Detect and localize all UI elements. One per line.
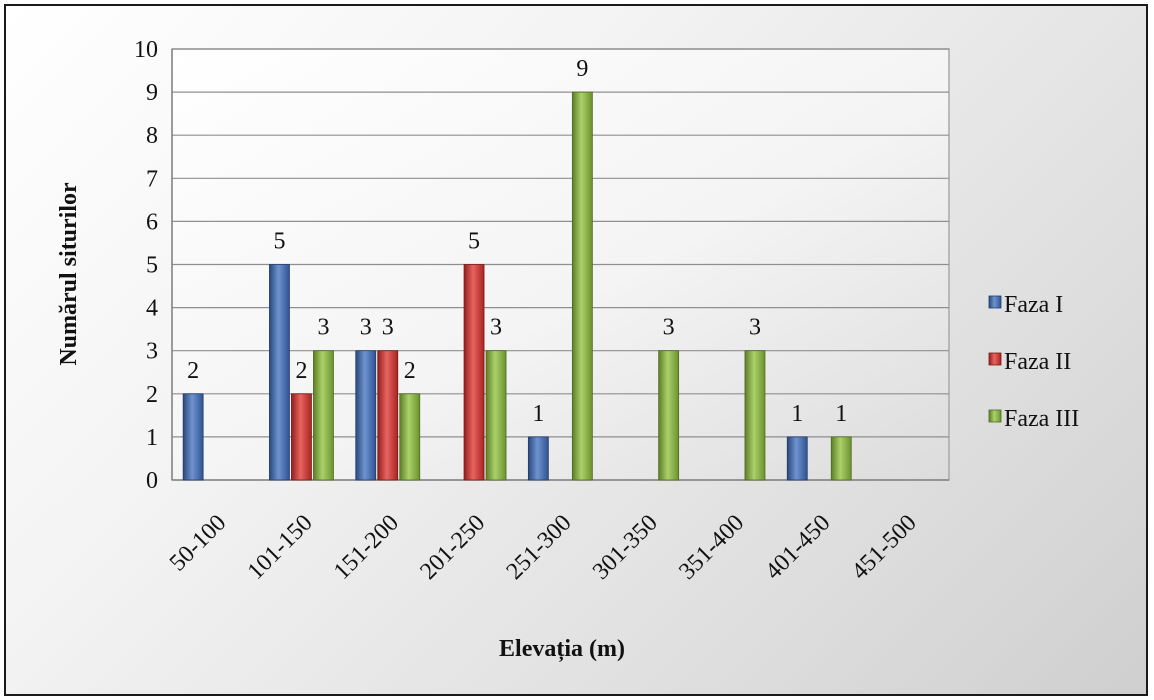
x-tick-label: 301-350 (588, 510, 663, 585)
y-tick-label: 5 (146, 253, 158, 279)
y-tick-label: 4 (146, 296, 158, 322)
data-label: 1 (532, 401, 544, 427)
y-tick-label: 3 (146, 339, 158, 365)
y-tick-label: 2 (146, 382, 158, 408)
bar-faza-iii-201-250 (485, 350, 507, 481)
y-tick-label: 7 (146, 166, 158, 192)
x-tick-label: 101-150 (243, 510, 318, 585)
x-tick-label: 251-300 (502, 510, 577, 585)
data-label: 3 (663, 315, 675, 341)
data-label: 3 (490, 315, 502, 341)
bar-faza-i-251-300 (527, 436, 549, 481)
y-tick-label: 1 (146, 425, 158, 451)
data-label: 2 (295, 358, 307, 384)
bar-faza-iii-301-350 (658, 350, 680, 481)
y-tick-label: 10 (134, 37, 158, 63)
y-tick-label: 8 (146, 123, 158, 149)
x-tick-label: 401-450 (761, 510, 836, 585)
bars (182, 91, 852, 481)
legend-swatch (988, 352, 1002, 366)
legend: Faza I Faza II Faza III (988, 292, 1079, 432)
bar-faza-iii-401-450 (830, 436, 852, 481)
x-tick-label: 451-500 (847, 510, 922, 585)
data-label: 2 (187, 358, 199, 384)
y-axis-ticks: 0 1 2 3 4 5 6 7 8 9 10 (134, 37, 158, 494)
bar-faza-ii-151-200 (377, 350, 399, 481)
x-axis-title: Elevația (m) (499, 636, 625, 662)
x-axis-ticks: 50-100 101-150 151-200 201-250 251-300 301-35… (165, 510, 922, 585)
bar-faza-i-101-150 (269, 264, 290, 481)
data-label: 1 (835, 401, 847, 427)
y-tick-label: 9 (146, 80, 158, 106)
legend-label: Faza I (1004, 292, 1063, 318)
x-tick-label: 201-250 (415, 510, 490, 585)
bar-faza-i-50-100 (182, 393, 204, 481)
legend-swatch (988, 295, 1002, 309)
bar-faza-iii-151-200 (399, 393, 421, 481)
bar-faza-ii-201-250 (463, 264, 485, 481)
data-label: 3 (317, 315, 329, 341)
data-label: 3 (749, 315, 761, 341)
data-label: 5 (273, 229, 285, 255)
bar-faza-i-151-200 (355, 350, 377, 481)
y-tick-label: 6 (146, 209, 158, 235)
x-tick-label: 50-100 (165, 510, 231, 576)
bar-faza-i-401-450 (786, 436, 808, 481)
legend-label: Faza III (1004, 406, 1079, 432)
y-axis-title: Numărul siturilor (56, 182, 82, 366)
data-label: 5 (468, 229, 480, 255)
data-label: 3 (382, 315, 394, 341)
bar-faza-iii-251-300 (571, 91, 593, 481)
data-label: 9 (576, 56, 588, 82)
bar-faza-ii-101-150 (291, 393, 312, 481)
data-label: 3 (360, 315, 372, 341)
x-tick-label: 151-200 (329, 510, 404, 585)
bar-faza-iii-351-400 (744, 350, 766, 481)
data-label: 2 (404, 358, 416, 384)
y-tick-label: 0 (146, 468, 158, 494)
legend-label: Faza II (1004, 349, 1071, 375)
bar-faza-iii-101-150 (313, 350, 334, 481)
x-tick-label: 351-400 (674, 510, 749, 585)
data-label: 1 (791, 401, 803, 427)
legend-swatch (988, 409, 1002, 423)
